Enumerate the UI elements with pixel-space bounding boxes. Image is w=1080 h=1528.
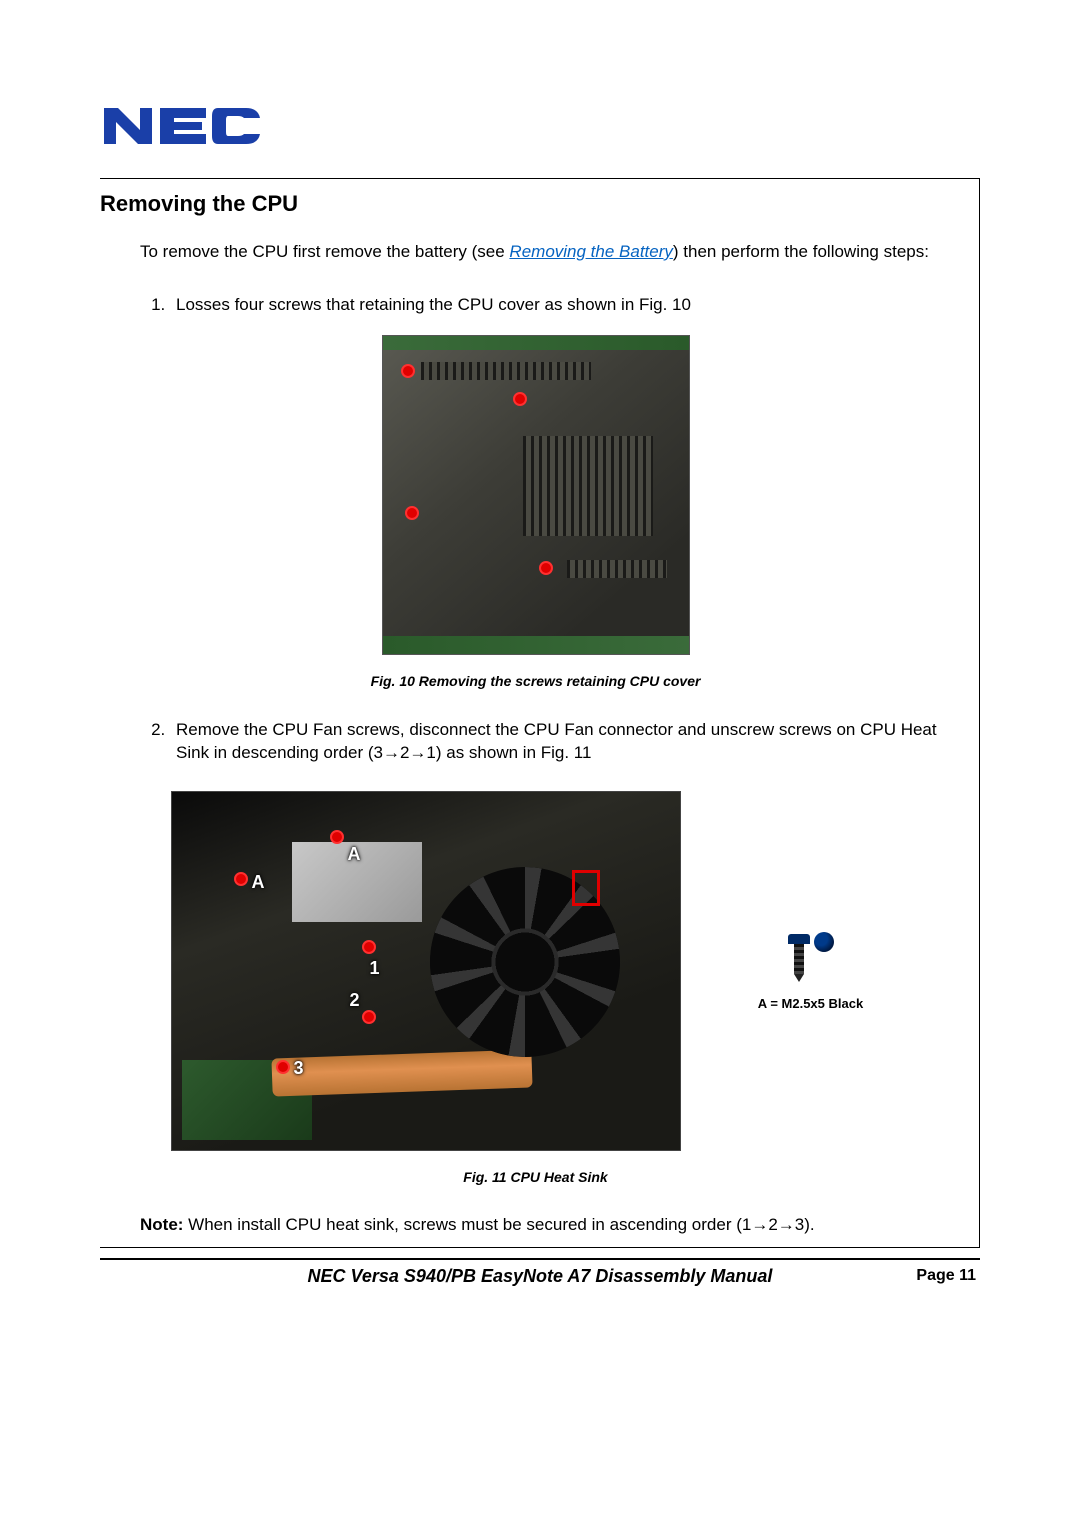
page: Removing the CPU To remove the CPU first… (0, 0, 1080, 1528)
screw-marker (539, 561, 553, 575)
screw-icon (784, 930, 838, 990)
figure-11-image: A A 1 2 3 (171, 791, 681, 1151)
figure-10: Fig. 10 Removing the screws retaining CP… (100, 335, 971, 689)
footer: NEC Versa S940/PB EasyNote A7 Disassembl… (100, 1266, 980, 1287)
figure-11-caption: Fig. 11 CPU Heat Sink (100, 1169, 971, 1185)
figure-11: A A 1 2 3 (100, 791, 971, 1185)
screw-marker (513, 392, 527, 406)
nec-logo (100, 100, 270, 150)
footer-title: NEC Versa S940/PB EasyNote A7 Disassembl… (244, 1266, 836, 1287)
intro-after: ) then perform the following steps: (673, 242, 929, 261)
content-frame: Removing the CPU To remove the CPU first… (100, 178, 980, 1248)
screw-marker (401, 364, 415, 378)
removing-battery-link[interactable]: Removing the Battery (509, 242, 672, 261)
figure-10-caption: Fig. 10 Removing the screws retaining CP… (100, 673, 971, 689)
note: Note: When install CPU heat sink, screws… (140, 1215, 971, 1235)
intro-before: To remove the CPU first remove the batte… (140, 242, 509, 261)
step-list: Losses four screws that retaining the CP… (140, 294, 971, 317)
section-heading: Removing the CPU (100, 191, 971, 217)
footer-page: Page 11 (836, 1267, 976, 1285)
figure-10-image (382, 335, 690, 655)
screw-marker (405, 506, 419, 520)
screw-legend-label: A = M2.5x5 Black (741, 996, 881, 1011)
connector-highlight (572, 870, 600, 906)
step-list-2: Remove the CPU Fan screws, disconnect th… (140, 719, 971, 765)
note-text: When install CPU heat sink, screws must … (183, 1215, 814, 1234)
screw-legend: A = M2.5x5 Black (741, 930, 881, 1011)
step-1: Losses four screws that retaining the CP… (170, 294, 971, 317)
intro-paragraph: To remove the CPU first remove the batte… (140, 241, 971, 264)
note-prefix: Note: (140, 1215, 183, 1234)
footer-rule (100, 1258, 980, 1260)
step-2: Remove the CPU Fan screws, disconnect th… (170, 719, 971, 765)
